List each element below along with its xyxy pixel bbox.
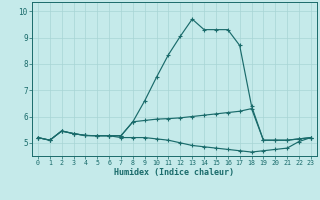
X-axis label: Humidex (Indice chaleur): Humidex (Indice chaleur) bbox=[115, 168, 234, 177]
